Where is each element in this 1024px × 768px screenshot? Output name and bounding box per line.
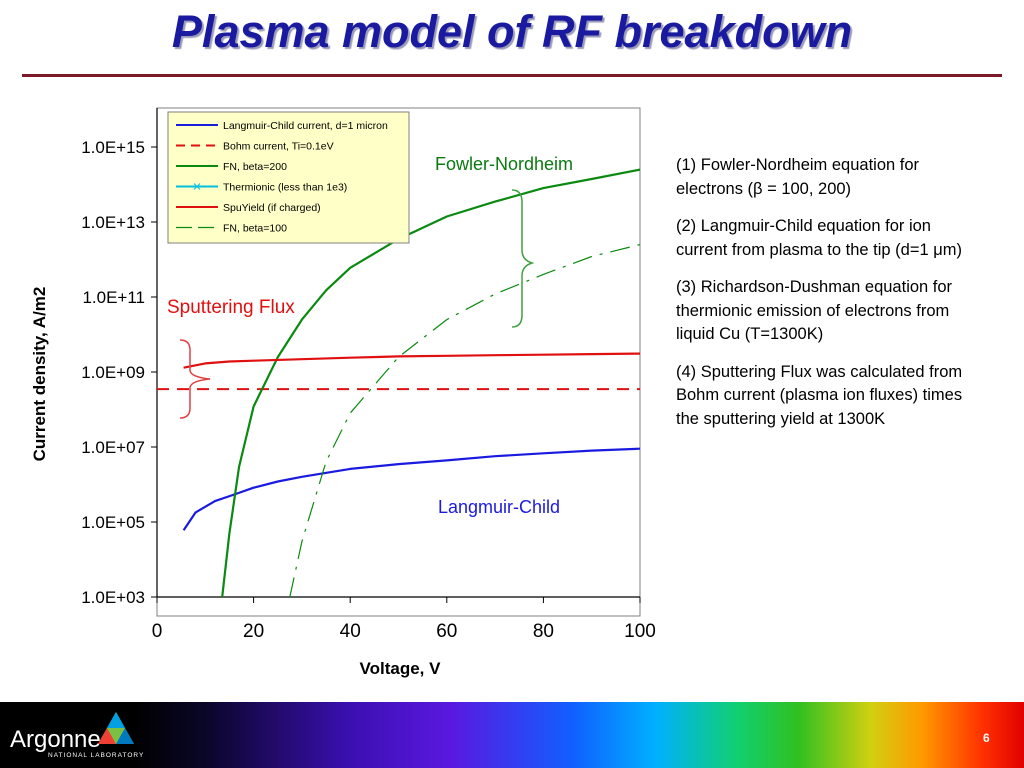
series-line-2: [221, 168, 640, 598]
logo-text: Argonne: [10, 726, 101, 753]
logo-subtext: NATIONAL LABORATORY: [48, 752, 145, 759]
note-2: (2) Langmuir-Child equation for ion curr…: [676, 217, 962, 259]
y-tick-label: 1.0E+11: [82, 288, 145, 307]
argonne-logo-icon: [98, 712, 134, 744]
legend-label: Bohm current, Ti=0.1eV: [223, 141, 334, 153]
slide-title: Plasma model of RF breakdown: [171, 6, 853, 57]
notes-panel: (1) Fowler-Nordheim equation for electro…: [676, 154, 976, 445]
legend-label: SpuYield (if charged): [223, 202, 321, 214]
series-layer: [157, 168, 640, 598]
x-axis-title: Voltage, V: [360, 659, 442, 678]
legend-marker: [193, 183, 201, 190]
chart-legend: Langmuir-Child current, d=1 micron Bohm c…: [167, 111, 410, 244]
x-tick-label: 80: [533, 621, 554, 642]
annotation-langmuir-child: Langmuir-Child: [438, 497, 560, 517]
y-tick-label: 1.0E+13: [81, 213, 145, 232]
annotation-fowler-nordheim: Fowler-Nordheim: [435, 154, 573, 174]
series-line-0: [182, 447, 640, 531]
annotation-sputtering-flux: Sputtering Flux: [167, 297, 295, 318]
y-tick-label: 1.0E+07: [81, 438, 145, 457]
y-tick-label: 1.0E+15: [81, 138, 145, 157]
y-axis-title: Current density, A/m2: [30, 287, 49, 462]
footer-bar: [0, 702, 1024, 768]
legend-label: Langmuir-Child current, d=1 micron: [223, 120, 388, 132]
x-tick-label: 0: [152, 621, 163, 642]
title-divider: [22, 74, 1002, 77]
x-tick-label: 100: [624, 621, 656, 642]
note-3: (3) Richardson-Dushman equation for ther…: [676, 278, 953, 343]
y-tick-label: 1.0E+09: [81, 363, 145, 382]
legend-label: Thermionic (less than 1e3): [223, 182, 347, 194]
note-4: (4) Sputtering Flux was calculated from …: [676, 362, 963, 428]
y-axis: 1.0E+03 1.0E+05 1.0E+07 1.0E+09 1.0E+11 1.0E+…: [81, 138, 157, 607]
x-tick-label: 60: [436, 621, 457, 642]
y-tick-label: 1.0E+05: [81, 513, 145, 532]
note-1: (1) Fowler-Nordheim equation for electro…: [676, 156, 920, 198]
legend-label: FN, beta=200: [223, 161, 287, 173]
page-number: 6: [983, 731, 990, 745]
x-tick-label: 40: [340, 621, 361, 642]
y-tick-label: 1.0E+03: [81, 588, 145, 607]
x-axis: 0 20 40 60 80 100: [152, 597, 656, 642]
fn-brace: [511, 189, 535, 328]
legend-label: FN, beta=100: [223, 223, 287, 235]
current-density-chart: 1.0E+03 1.0E+05 1.0E+07 1.0E+09 1.0E+11 1.0E+…: [30, 107, 656, 678]
sputter-brace: [179, 339, 211, 419]
series-line-4: [183, 352, 640, 369]
x-tick-label: 20: [243, 621, 264, 642]
